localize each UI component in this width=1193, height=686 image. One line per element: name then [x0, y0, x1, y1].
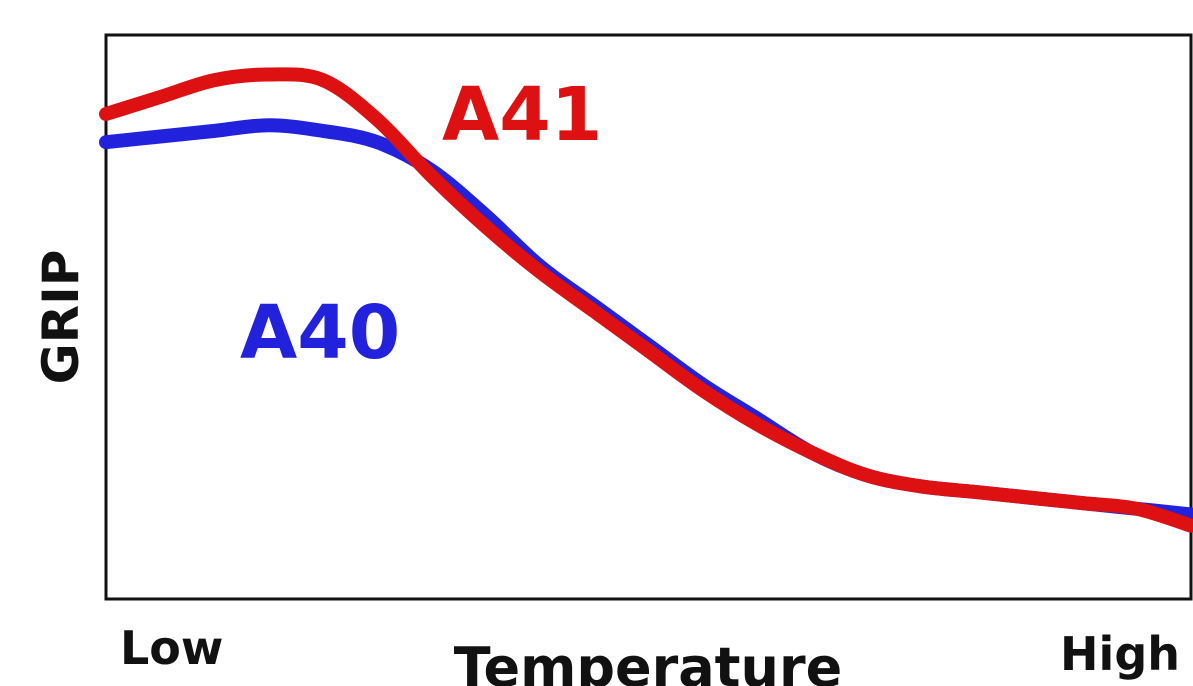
x-tick-label-high: High: [1060, 627, 1180, 681]
series-label-a41: A41: [442, 72, 602, 158]
y-axis-label: GRIP: [32, 250, 90, 385]
x-tick-label-low: Low: [120, 621, 223, 675]
series-label-a40: A40: [240, 290, 400, 376]
series-line-a41: [99, 67, 1193, 533]
x-axis-label: Temperature: [454, 636, 842, 686]
series-layer: [99, 67, 1193, 533]
